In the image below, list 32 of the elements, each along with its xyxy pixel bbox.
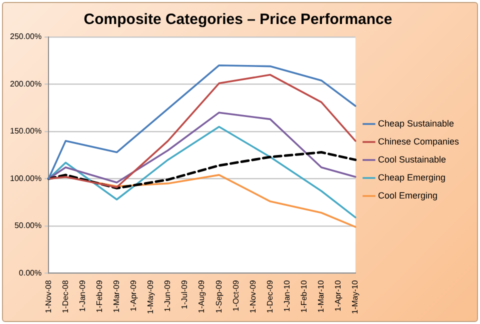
x-tick-label: 1-Feb-10 bbox=[300, 280, 309, 313]
x-tick-label: 1-Jul-09 bbox=[180, 280, 190, 310]
x-tick-label: 1-May-09 bbox=[146, 280, 156, 314]
y-tick-label: 150.00% bbox=[10, 126, 42, 136]
x-tick-label: 1-Apr-10 bbox=[334, 280, 343, 312]
y-tick-label: 0.00% bbox=[18, 268, 42, 278]
y-tick-label: 100.00% bbox=[10, 174, 42, 183]
x-tick-label: 1-Mar-09 bbox=[112, 280, 121, 313]
x-tick-label: 1-Feb-09 bbox=[94, 280, 104, 313]
x-tick-label: 1-Apr-09 bbox=[129, 280, 138, 312]
x-tick-label: 1-May-10 bbox=[350, 280, 360, 314]
x-tick-label: 1-Oct-09 bbox=[231, 280, 240, 312]
x-tick-label: 1-Sep-09 bbox=[214, 280, 224, 314]
x-tick-label: 1-Aug-09 bbox=[197, 280, 206, 314]
legend-label: Cool Sustainable bbox=[378, 154, 446, 164]
legend-label: Chinese Companies bbox=[378, 136, 460, 146]
x-tick-label: 1-Dec-08 bbox=[60, 280, 70, 314]
x-tick-label: 1-Jan-09 bbox=[78, 280, 87, 312]
x-tick-label: 1-Nov-09 bbox=[248, 280, 258, 314]
x-tick-label: 1-Jun-09 bbox=[163, 280, 172, 312]
y-tick-label: 250.00% bbox=[10, 32, 42, 42]
y-tick-label: 200.00% bbox=[10, 79, 42, 88]
chart-title: Composite Categories – Price Performance bbox=[84, 11, 392, 28]
x-tick-label: 1-Nov-08 bbox=[44, 280, 53, 314]
legend-label: Cool Emerging bbox=[378, 190, 438, 200]
x-tick-label: 1-Mar-10 bbox=[316, 280, 326, 313]
x-tick-label: 1-Jan-10 bbox=[282, 280, 292, 312]
y-tick-label: 50.00% bbox=[14, 221, 42, 230]
legend-label: Cheap Sustainable bbox=[378, 118, 454, 128]
legend-label: Cheap Emerging bbox=[378, 172, 446, 182]
line-series bbox=[47, 151, 357, 190]
x-tick-label: 1-Dec-09 bbox=[265, 280, 274, 314]
